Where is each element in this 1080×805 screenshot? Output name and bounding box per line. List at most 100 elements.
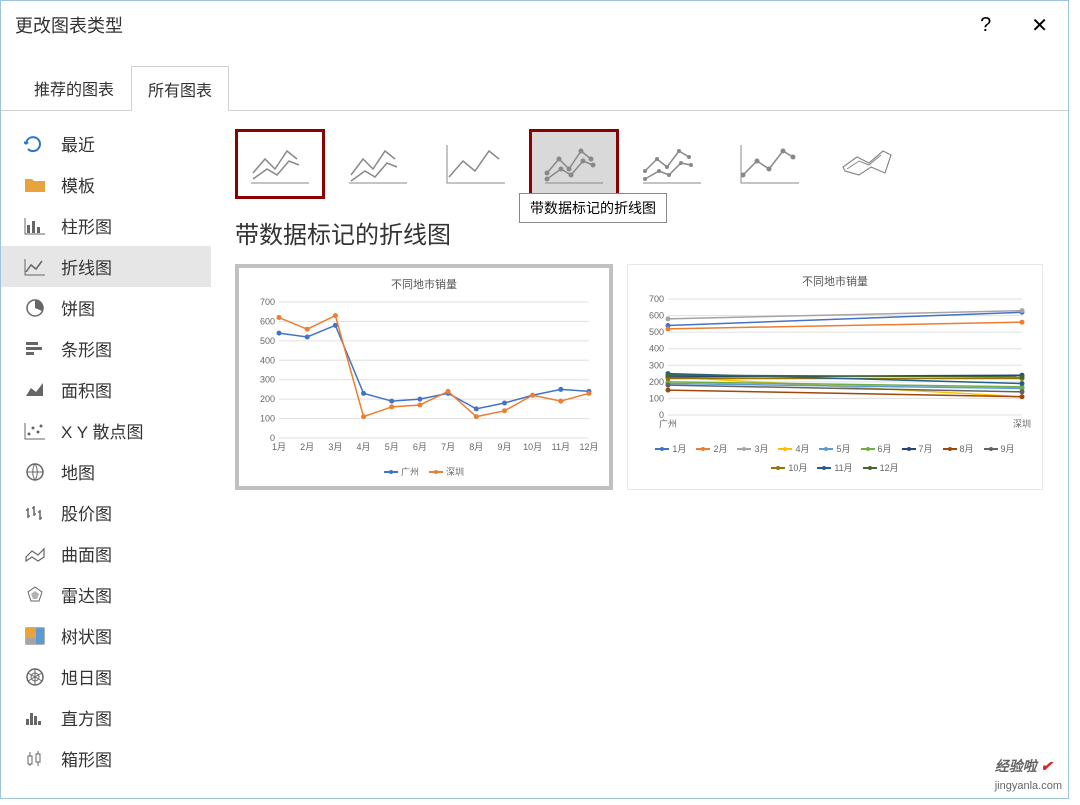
legend-item: 深圳: [429, 465, 464, 478]
sidebar-item-label: 柱形图: [61, 213, 112, 238]
sidebar-item-label: 最近: [61, 131, 95, 156]
sidebar-item-label: 地图: [61, 459, 95, 484]
bar-icon: [23, 339, 47, 359]
box-icon: [23, 749, 47, 769]
svg-text:3月: 3月: [328, 442, 342, 452]
svg-text:6月: 6月: [413, 442, 427, 452]
dialog-content: 最近模板柱形图折线图饼图条形图面积图 X Y 散点图地图股价图曲面图雷达图树状图旭…: [1, 111, 1068, 798]
tab-all-charts[interactable]: 所有图表: [131, 66, 229, 111]
treemap-icon: [23, 626, 47, 646]
svg-text:广州: 广州: [659, 418, 677, 429]
subtype-3[interactable]: [529, 129, 619, 199]
sidebar-item-recent[interactable]: 最近: [1, 123, 211, 164]
subtype-4[interactable]: [627, 129, 717, 199]
legend-item: 10月: [771, 461, 807, 474]
sidebar-item-radar[interactable]: 雷达图: [1, 574, 211, 615]
svg-text:4月: 4月: [357, 442, 371, 452]
legend-item: 1月: [655, 442, 686, 455]
map-icon: [23, 462, 47, 482]
svg-text:深圳: 深圳: [1013, 419, 1031, 429]
surface-icon: [23, 544, 47, 564]
sidebar-item-label: X Y 散点图: [61, 418, 144, 443]
main-panel: 带数据标记的折线图 带数据标记的折线图 不同地市销量 0100200300400…: [211, 111, 1068, 798]
sidebar-item-pie[interactable]: 饼图: [1, 287, 211, 328]
legend-item: 3月: [737, 442, 768, 455]
svg-text:9月: 9月: [497, 442, 511, 452]
column-icon: [23, 216, 47, 236]
tab-strip: 推荐的图表 所有图表: [1, 65, 1068, 111]
legend-item: 5月: [819, 442, 850, 455]
subtype-6[interactable]: [823, 129, 913, 199]
subtype-2[interactable]: [431, 129, 521, 199]
sidebar-item-label: 雷达图: [61, 582, 112, 607]
sidebar-item-label: 折线图: [61, 254, 112, 279]
preview-1[interactable]: 不同地市销量 01002003004005006007001月2月3月4月5月6…: [235, 264, 613, 490]
sidebar-item-folder[interactable]: 模板: [1, 164, 211, 205]
svg-text:7月: 7月: [441, 442, 455, 452]
sidebar-item-label: 树状图: [61, 623, 112, 648]
preview-1-title: 不同地市销量: [249, 276, 599, 292]
sidebar-item-column[interactable]: 柱形图: [1, 205, 211, 246]
preview-2[interactable]: 不同地市销量 0100200300400500600700广州深圳 1月2月3月…: [627, 264, 1043, 490]
svg-text:700: 700: [260, 297, 275, 307]
histogram-icon: [23, 708, 47, 728]
sidebar-item-area[interactable]: 面积图: [1, 369, 211, 410]
subtype-row: [235, 129, 1044, 199]
svg-text:200: 200: [260, 394, 275, 404]
legend-item: 8月: [943, 442, 974, 455]
sidebar-item-histogram[interactable]: 直方图: [1, 697, 211, 738]
tab-recommended[interactable]: 推荐的图表: [17, 65, 131, 110]
svg-text:100: 100: [649, 393, 664, 403]
svg-text:11月: 11月: [552, 442, 570, 452]
subtype-tooltip: 带数据标记的折线图: [519, 193, 667, 223]
svg-text:400: 400: [260, 355, 275, 365]
sidebar-item-line[interactable]: 折线图: [1, 246, 211, 287]
legend-item: 11月: [817, 461, 852, 474]
sidebar-item-label: 箱形图: [61, 746, 112, 771]
close-button[interactable]: ✕: [1025, 11, 1054, 40]
sidebar-item-scatter[interactable]: X Y 散点图: [1, 410, 211, 451]
subtype-0[interactable]: [235, 129, 325, 199]
sidebar-item-box[interactable]: 箱形图: [1, 738, 211, 779]
help-button[interactable]: ?: [974, 12, 997, 39]
sidebar-item-bar[interactable]: 条形图: [1, 328, 211, 369]
sidebar-item-surface[interactable]: 曲面图: [1, 533, 211, 574]
svg-text:300: 300: [260, 375, 275, 385]
watermark: 经验啦 ✔ jingyanla.com: [995, 756, 1062, 792]
legend-item: 9月: [984, 442, 1015, 455]
svg-text:12月: 12月: [579, 442, 598, 452]
sidebar-item-treemap[interactable]: 树状图: [1, 615, 211, 656]
sidebar-item-sunburst[interactable]: 旭日图: [1, 656, 211, 697]
dialog-title: 更改图表类型: [15, 12, 123, 38]
sidebar-item-label: 曲面图: [61, 541, 112, 566]
chart-category-sidebar: 最近模板柱形图折线图饼图条形图面积图 X Y 散点图地图股价图曲面图雷达图树状图旭…: [1, 111, 211, 798]
svg-text:200: 200: [649, 377, 664, 387]
subtype-5[interactable]: [725, 129, 815, 199]
stock-icon: [23, 503, 47, 523]
sidebar-item-label: 条形图: [61, 336, 112, 361]
svg-text:600: 600: [260, 316, 275, 326]
svg-text:100: 100: [260, 414, 275, 424]
sidebar-item-label: 旭日图: [61, 664, 112, 689]
svg-text:500: 500: [649, 327, 664, 337]
legend-item: 4月: [778, 442, 809, 455]
sidebar-item-stock[interactable]: 股价图: [1, 492, 211, 533]
legend-item: 12月: [863, 461, 899, 474]
line-icon: [23, 257, 47, 277]
preview-2-legend: 1月2月3月4月5月6月7月8月9月10月11月12月: [638, 442, 1032, 474]
svg-text:5月: 5月: [385, 442, 399, 452]
sidebar-item-label: 直方图: [61, 705, 112, 730]
svg-text:10月: 10月: [523, 442, 542, 452]
svg-text:600: 600: [649, 311, 664, 321]
preview-1-legend: 广州深圳: [249, 465, 599, 478]
titlebar: 更改图表类型 ? ✕: [1, 1, 1068, 49]
svg-text:300: 300: [649, 360, 664, 370]
svg-text:400: 400: [649, 344, 664, 354]
legend-item: 2月: [696, 442, 727, 455]
subtype-1[interactable]: [333, 129, 423, 199]
svg-text:500: 500: [260, 336, 275, 346]
folder-icon: [23, 175, 47, 195]
scatter-icon: [23, 421, 47, 441]
sidebar-item-map[interactable]: 地图: [1, 451, 211, 492]
preview-2-chart: 0100200300400500600700广州深圳: [638, 293, 1032, 438]
